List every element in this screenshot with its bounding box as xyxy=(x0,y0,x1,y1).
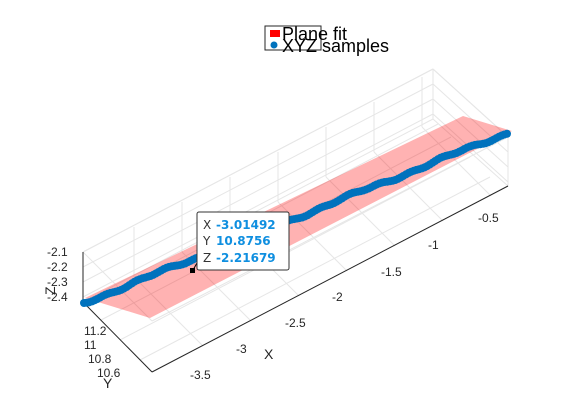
datatip-marker xyxy=(190,268,195,273)
grid-line xyxy=(82,83,434,268)
grid-line xyxy=(82,98,434,283)
grid-line xyxy=(432,68,509,138)
z-tick-label: -2.1 xyxy=(47,245,68,259)
legend: Plane fit XYZ samples xyxy=(264,24,389,56)
x-axis-line xyxy=(151,185,509,373)
legend-swatch-plane xyxy=(270,30,280,37)
datatip-x-value: -3.01492 xyxy=(216,218,276,232)
datatip-x-key: X xyxy=(203,218,211,232)
grid-line xyxy=(277,201,348,272)
grid-line xyxy=(139,176,491,361)
y-tick-label: 10.6 xyxy=(97,366,121,380)
x-tick-label: -2.5 xyxy=(285,316,306,330)
grid-line xyxy=(82,251,153,322)
grid-line xyxy=(181,251,252,322)
z-tick-label: -2.3 xyxy=(47,275,68,289)
axes-box xyxy=(82,185,509,373)
x-tick-labels: -3.5 -3 -2.5 -2 -1.5 -1 -0.5 xyxy=(190,211,499,382)
x-tick-label: -0.5 xyxy=(478,211,499,225)
z-tick-label: -2.4 xyxy=(47,290,68,304)
datatip-y-value: 10.8756 xyxy=(216,234,271,248)
grid-line xyxy=(119,156,471,341)
x-tick-label: -1 xyxy=(428,238,439,252)
grid-line xyxy=(421,126,492,197)
datatip-y-key: Y xyxy=(202,234,211,248)
datatip-z-value: -2.21679 xyxy=(216,251,276,265)
x-tick-label: -2 xyxy=(332,290,343,304)
x-tick-label: -1.5 xyxy=(381,265,402,279)
z-axis-label: Z xyxy=(42,286,58,295)
y-tick-label: 11.2 xyxy=(84,324,107,338)
legend-label-samples: XYZ samples xyxy=(282,36,389,56)
y-axis-label: Y xyxy=(103,375,113,391)
grid-line xyxy=(82,113,434,298)
legend-marker-samples xyxy=(270,41,278,49)
z-tick-label: -2.2 xyxy=(47,260,68,274)
grid-line xyxy=(133,276,204,347)
y-axis-line xyxy=(82,301,153,373)
y-tick-label: 11 xyxy=(84,338,97,352)
grid-line xyxy=(373,151,444,222)
datatip[interactable]: X -3.01492 Y 10.8756 Z -2.21679 xyxy=(190,211,290,273)
datatip-box xyxy=(196,211,290,271)
grid-line xyxy=(432,118,509,187)
grid-line xyxy=(82,118,434,303)
legend-label-plane: Plane fit xyxy=(282,24,347,44)
x-tick-label: -3.5 xyxy=(190,368,211,382)
datatip-z-key: Z xyxy=(203,251,211,265)
grid-line xyxy=(82,68,434,253)
grid-line xyxy=(325,176,396,247)
z-tick-labels: -2.4-2.3-2.2-2.1 xyxy=(47,245,68,304)
grid-line xyxy=(432,98,509,168)
y-tick-label: 10.8 xyxy=(88,352,112,366)
x-tick-label: -3 xyxy=(236,342,247,356)
x-axis-label: X xyxy=(264,346,274,362)
sample-point xyxy=(503,129,511,138)
